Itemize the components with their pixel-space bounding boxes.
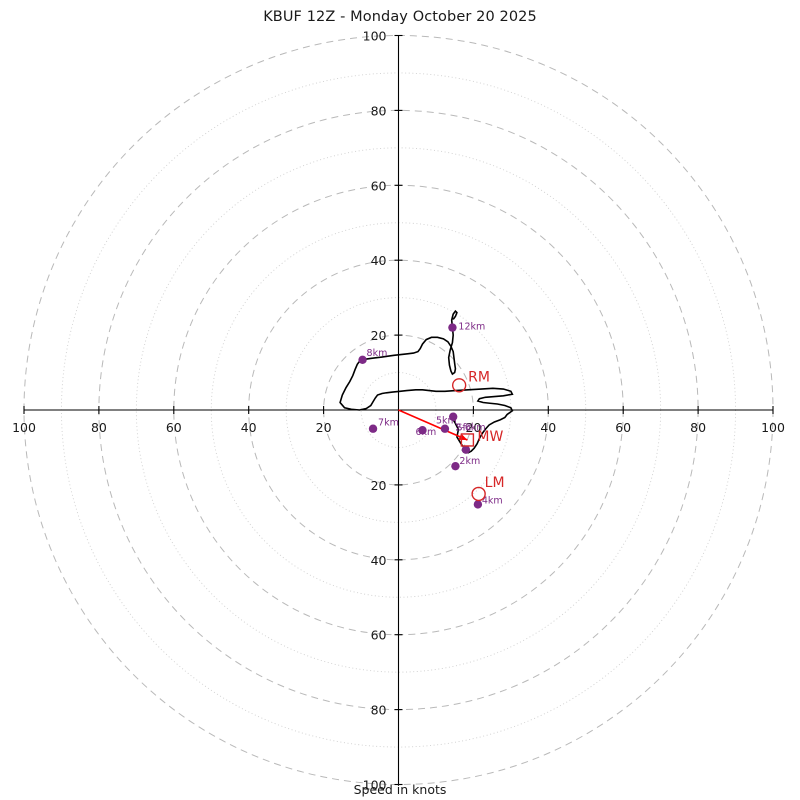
height-label-6km: 6km [415, 427, 436, 438]
y-tick-label-40: 40 [371, 253, 387, 268]
x-axis-label: Speed in knots [353, 782, 447, 797]
mean-wind-vector [398, 409, 468, 441]
mean-wind-vector-arrowhead [458, 433, 468, 440]
hodograph-trace [339, 309, 514, 454]
storm-motion-markers: RM LM MW [451, 369, 505, 502]
y-tick-label-60: 60 [371, 178, 387, 193]
height-marker-4km [473, 500, 483, 509]
height-label-7km: 7km [378, 418, 399, 429]
storm-motion-marker-MW [460, 433, 475, 447]
storm-motion-label-LM: LM [485, 475, 505, 491]
height-label-2km: 2km [459, 456, 480, 467]
x-tick-label-20: 20 [316, 420, 332, 435]
height-marker-5km [440, 424, 450, 433]
height-marker-7km [368, 424, 378, 433]
y-tick-label-100: 100 [363, 778, 387, 793]
height-marker-6km [418, 426, 427, 435]
storm-motion-label-MW: MW [477, 429, 503, 445]
storm-motion-marker-RM [451, 378, 467, 393]
y-tick-label-100: 100 [363, 29, 387, 44]
height-marker-12km [448, 323, 457, 332]
y-tick-label-20: 20 [371, 478, 387, 493]
y-tick-label-60: 60 [371, 628, 387, 643]
height-label-8km: 8km [367, 348, 388, 359]
y-tick-label-20: 20 [371, 328, 387, 343]
height-label-Sfc: Sfc [456, 423, 471, 434]
chart-title: KBUF 12Z - Monday October 20 2025 [263, 9, 537, 25]
storm-motion-marker-LM [471, 486, 486, 502]
x-tick-label-100: 100 [761, 420, 785, 435]
x-tick-label-60: 60 [615, 420, 631, 435]
y-tick-label-80: 80 [371, 703, 387, 718]
x-tick-label-60: 60 [166, 420, 182, 435]
y-tick-label-40: 40 [371, 553, 387, 568]
x-tick-label-80: 80 [690, 420, 706, 435]
trace-line-hodograph-trace [339, 309, 514, 454]
height-label-5km: 5km [436, 416, 457, 427]
height-label-12km: 12km [458, 322, 485, 333]
y-tick-label-80: 80 [371, 103, 387, 118]
x-tick-label-40: 40 [241, 420, 257, 435]
x-tick-label-80: 80 [91, 420, 107, 435]
storm-motion-label-RM: RM [468, 369, 490, 385]
height-marker-Sfc [448, 412, 458, 421]
height-label-4km: 4km [482, 495, 503, 506]
storm-motion-vector [398, 409, 468, 441]
x-tick-label-100: 100 [12, 420, 36, 435]
x-tick-label-40: 40 [540, 420, 556, 435]
height-label-2-6km: 2-6km [455, 423, 485, 434]
x-tick-label-20: 20 [465, 420, 481, 435]
height-marker-8km [358, 355, 367, 365]
height-marker-2km [451, 461, 460, 471]
axis-ticks: 100 80 60 40 20 20 40 60 80 100 100 80 60 40 20 20 40 60 8… [12, 29, 785, 793]
height-marker-1km [461, 445, 471, 454]
